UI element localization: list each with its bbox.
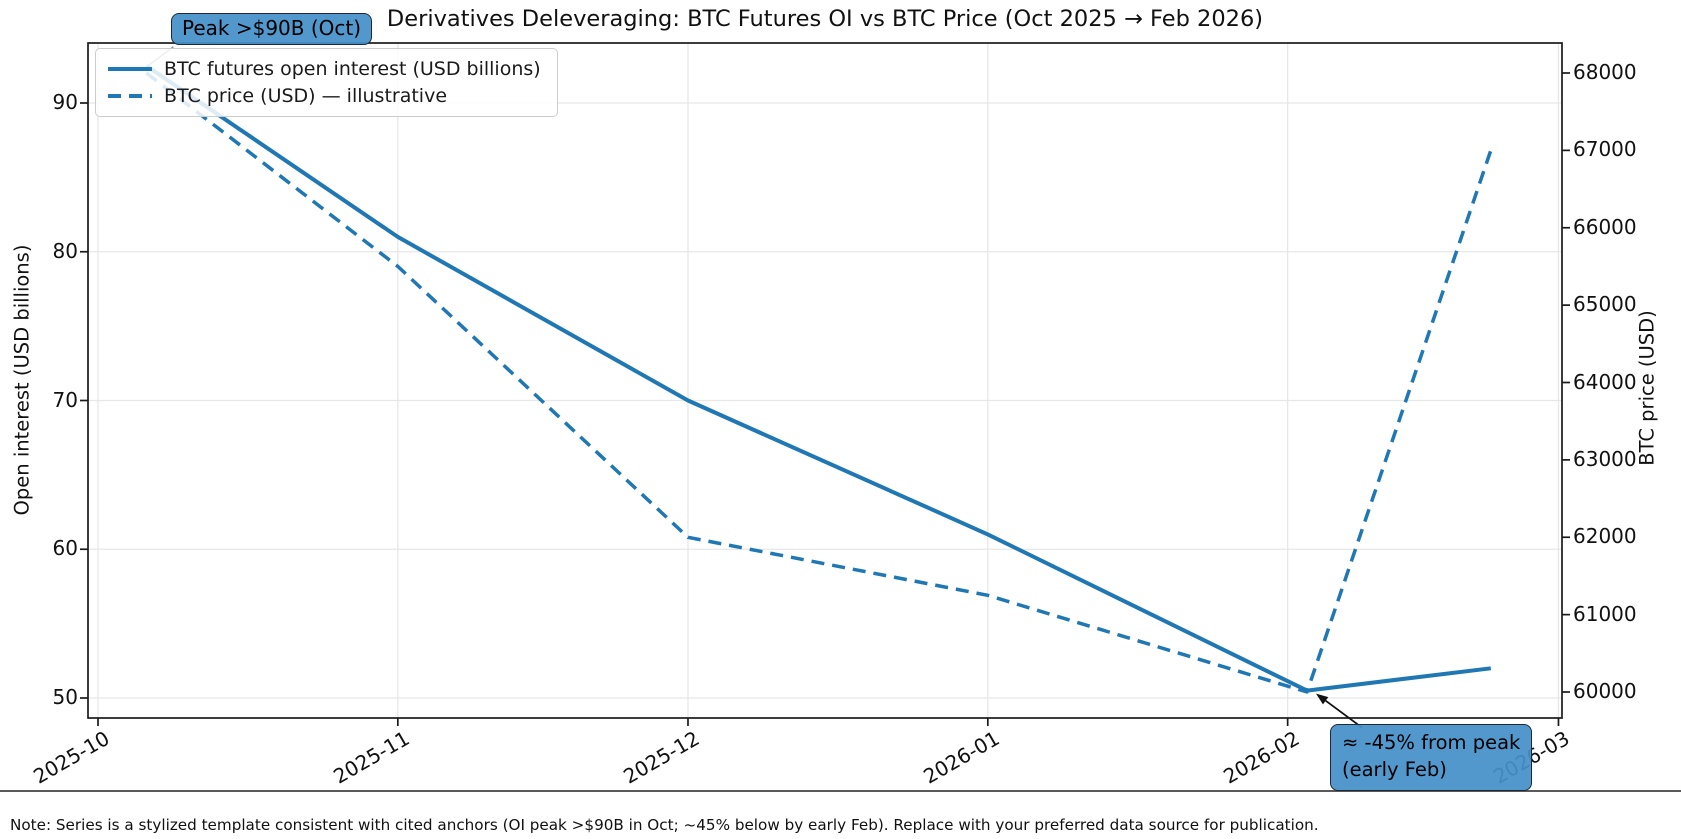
- legend: BTC futures open interest (USD billions)…: [95, 48, 558, 117]
- y-tick-label-left: 50: [52, 685, 78, 709]
- y-tick-label-right: 61000: [1573, 602, 1637, 626]
- y-tick-label-left: 80: [52, 239, 78, 263]
- y-tick-label-right: 63000: [1573, 447, 1637, 471]
- annotation-peak: Peak >$90B (Oct): [171, 13, 373, 45]
- chart-title: Derivatives Deleveraging: BTC Futures OI…: [386, 6, 1264, 32]
- y-tick-label-left: 70: [52, 388, 78, 412]
- y-tick-label-right: 65000: [1573, 292, 1637, 316]
- footnote: Note: Series is a stylized template cons…: [10, 816, 1319, 834]
- y-tick-label-right: 68000: [1573, 60, 1637, 84]
- y-tick-label-right: 64000: [1573, 370, 1637, 394]
- annotation-drop: ≈ -45% from peak (early Feb): [1330, 724, 1533, 791]
- legend-item-open-interest: BTC futures open interest (USD billions): [108, 58, 541, 80]
- legend-label-price: BTC price (USD) — illustrative: [164, 85, 448, 107]
- solid-line-sample: [108, 67, 152, 71]
- y-tick-label-right: 60000: [1573, 679, 1637, 703]
- y-tick-label-left: 90: [52, 90, 78, 114]
- y-tick-label-right: 66000: [1573, 215, 1637, 239]
- legend-item-price: BTC price (USD) — illustrative: [108, 85, 541, 107]
- y-tick-label-right: 67000: [1573, 137, 1637, 161]
- legend-label-open-interest: BTC futures open interest (USD billions): [164, 58, 541, 80]
- y-tick-label-right: 62000: [1573, 524, 1637, 548]
- dashed-line-sample: [108, 94, 152, 98]
- y-tick-label-left: 60: [52, 536, 78, 560]
- figure-divider: [0, 790, 1681, 792]
